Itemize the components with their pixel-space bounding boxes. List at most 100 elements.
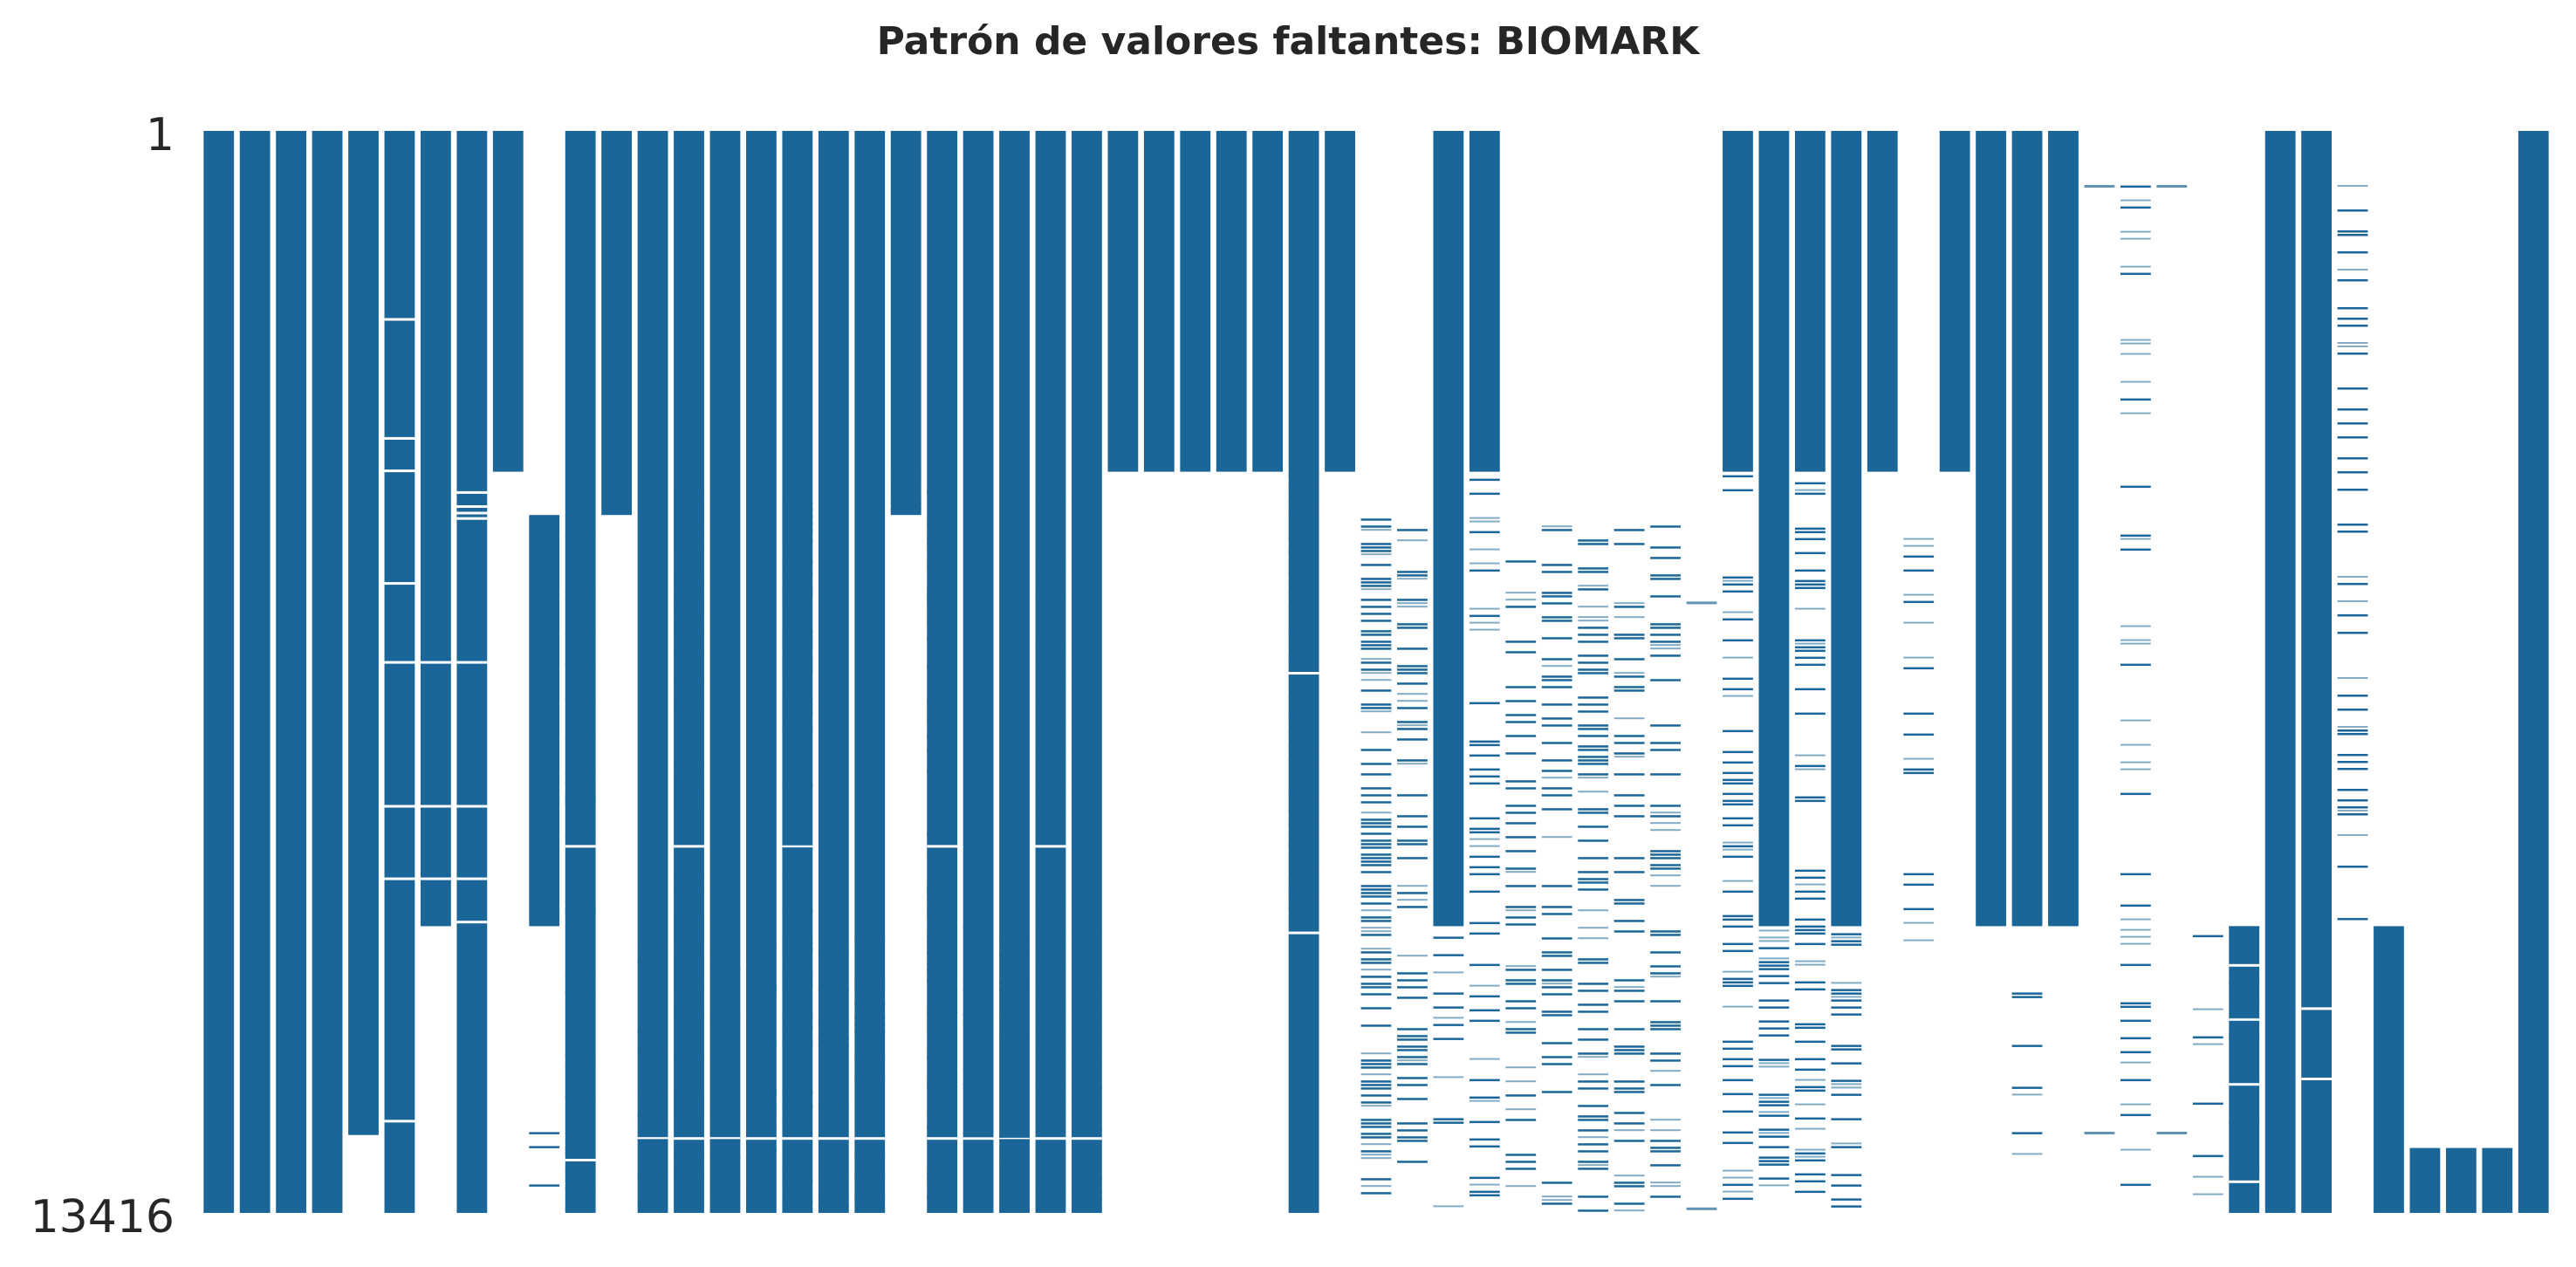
present-line xyxy=(782,969,813,972)
present-line xyxy=(1723,677,1753,681)
present-line xyxy=(1794,551,1826,555)
present-line xyxy=(746,1114,777,1117)
present-line xyxy=(782,666,813,668)
present-line xyxy=(2337,457,2368,460)
present-line xyxy=(1613,672,1645,675)
present-line xyxy=(1035,1116,1066,1119)
present-line xyxy=(963,1132,994,1134)
present-line xyxy=(674,781,704,784)
present-line xyxy=(1578,759,1609,762)
present-line xyxy=(674,652,704,654)
present-line xyxy=(1469,628,1500,631)
present-line xyxy=(1903,656,1935,659)
present-line xyxy=(1723,942,1753,946)
present-line xyxy=(1758,1100,1790,1103)
present-line xyxy=(1578,756,1609,758)
present-line xyxy=(1758,1114,1790,1117)
present-line xyxy=(674,924,704,927)
present-line xyxy=(1613,689,1645,692)
present-line xyxy=(1794,928,1826,932)
missing-gap xyxy=(709,1137,741,1140)
present-line xyxy=(1758,968,1790,970)
missing-gap xyxy=(456,805,488,808)
present-line xyxy=(1360,1178,1392,1181)
present-line xyxy=(1831,1184,1862,1187)
present-line xyxy=(1758,1156,1790,1159)
present-line xyxy=(1650,1021,1681,1024)
present-line xyxy=(2120,963,2151,967)
present-line xyxy=(674,889,704,892)
present-line xyxy=(1578,983,1609,985)
present-line xyxy=(1723,1183,1753,1187)
present-block xyxy=(1216,131,1247,472)
present-line xyxy=(1723,729,1753,733)
present-line xyxy=(1723,750,1753,754)
present-line xyxy=(1035,777,1066,780)
present-line xyxy=(1613,658,1645,661)
present-line xyxy=(565,1065,596,1067)
present-line xyxy=(1360,703,1392,706)
present-line xyxy=(854,1076,886,1079)
present-block xyxy=(890,131,921,516)
present-line xyxy=(1288,789,1319,792)
present-line xyxy=(1758,1058,1790,1061)
present-line xyxy=(1903,873,1935,876)
present-line xyxy=(1360,644,1392,647)
present-line xyxy=(1288,841,1319,845)
present-line xyxy=(1613,1181,1645,1184)
present-line xyxy=(2337,754,2368,757)
present-line xyxy=(565,782,596,784)
present-line xyxy=(1505,867,1537,870)
present-line xyxy=(1360,640,1392,643)
present-line xyxy=(1723,803,1753,806)
present-line xyxy=(2229,1121,2260,1124)
present-line xyxy=(854,985,886,988)
present-line xyxy=(1541,637,1572,640)
present-line xyxy=(637,961,668,963)
missing-gap xyxy=(456,661,488,664)
present-line xyxy=(637,1139,668,1141)
present-line xyxy=(1903,921,1935,924)
present-line xyxy=(1035,1085,1066,1087)
present-line xyxy=(1469,817,1500,820)
present-line xyxy=(2120,1037,2151,1040)
present-line xyxy=(999,1139,1030,1141)
present-line xyxy=(1794,883,1826,886)
present-line xyxy=(2120,792,2151,796)
present-line xyxy=(927,613,958,616)
present-line xyxy=(890,476,921,479)
present-line xyxy=(782,1179,813,1181)
present-line xyxy=(565,534,596,537)
present-line xyxy=(1035,596,1066,599)
present-line xyxy=(1578,724,1609,727)
present-line xyxy=(1650,679,1681,681)
present-line xyxy=(1831,943,1862,946)
present-line xyxy=(2337,269,2368,271)
present-line xyxy=(1686,601,1717,605)
present-line xyxy=(674,795,704,798)
present-line xyxy=(782,1200,813,1202)
present-line xyxy=(1397,672,1428,675)
present-line xyxy=(565,736,596,739)
present-line xyxy=(782,603,813,606)
present-line xyxy=(2192,1008,2223,1010)
present-line xyxy=(1505,1119,1537,1121)
present-line xyxy=(1831,982,1862,984)
present-line xyxy=(1360,630,1392,633)
present-line xyxy=(1650,595,1681,598)
present-line xyxy=(1469,1099,1500,1102)
present-line xyxy=(1794,1127,1826,1130)
present-line xyxy=(927,701,958,703)
present-line xyxy=(2120,342,2151,345)
present-line xyxy=(999,954,1030,956)
present-line xyxy=(2120,1061,2151,1064)
present-line xyxy=(1469,562,1500,565)
present-line xyxy=(1541,1063,1572,1065)
present-line xyxy=(1360,787,1392,790)
present-line xyxy=(1578,909,1609,912)
present-line xyxy=(1758,957,1790,960)
present-line xyxy=(1505,1021,1537,1024)
present-line xyxy=(1469,614,1500,618)
present-line xyxy=(2011,1132,2043,1134)
present-line xyxy=(1650,647,1681,650)
